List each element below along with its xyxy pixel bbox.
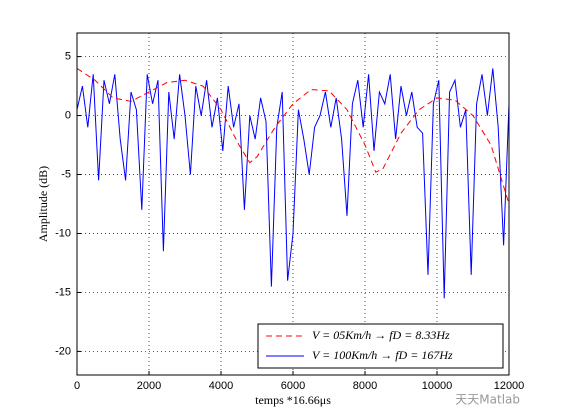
x-tick-label: 6000 [281, 380, 305, 392]
y-tick-label: -5 [61, 168, 71, 180]
y-tick-label: -15 [55, 286, 71, 298]
y-tick-label: 0 [65, 109, 71, 121]
y-tick-label: -20 [55, 345, 71, 357]
x-tick-label: 0 [74, 380, 80, 392]
x-tick-label: 4000 [209, 380, 233, 392]
x-tick-label: 10000 [422, 380, 453, 392]
y-axis-label: Amplitude (dB) [36, 166, 50, 242]
x-axis-label: temps *16.66μs [255, 393, 331, 407]
legend-label: V = 100Km/h → fD = 167Hz [312, 348, 453, 362]
y-tick-label: 5 [65, 50, 71, 62]
y-tick-label: -10 [55, 227, 71, 239]
series-line [77, 68, 509, 299]
watermark: 天天Matlab [455, 393, 520, 407]
x-tick-label: 8000 [353, 380, 377, 392]
x-tick-label: 2000 [137, 380, 161, 392]
legend-box [257, 323, 504, 369]
x-tick-label: 12000 [494, 380, 525, 392]
legend-label: V = 05Km/h → fD = 8.33Hz [312, 328, 450, 342]
axes-box [76, 32, 510, 376]
series-line [77, 67, 509, 205]
